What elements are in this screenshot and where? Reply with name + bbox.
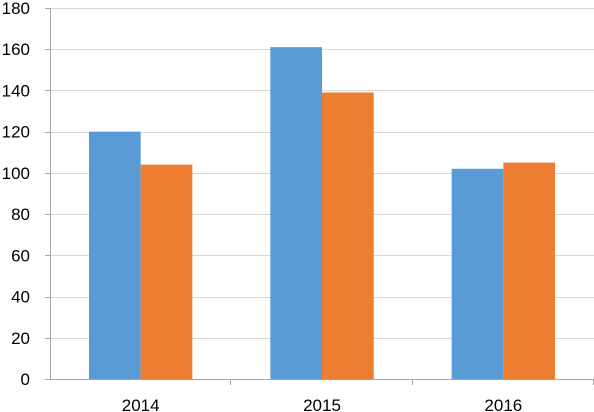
bar-2014-series-2 bbox=[140, 164, 193, 379]
y-tick-labels: 0 20 40 60 80 100 120 140 160 180 bbox=[2, 0, 30, 389]
y-tick-label-180: 180 bbox=[2, 0, 30, 18]
x-tick-label-2016: 2016 bbox=[484, 396, 522, 412]
y-tick-label-20: 20 bbox=[11, 329, 30, 348]
y-tick-label-120: 120 bbox=[2, 123, 30, 142]
y-tick-label-160: 160 bbox=[2, 40, 30, 59]
axes bbox=[45, 8, 594, 385]
bar-2014-series-1 bbox=[88, 131, 141, 379]
bars bbox=[88, 47, 556, 380]
bar-2015-series-2 bbox=[322, 92, 374, 379]
bar-2015-series-1 bbox=[270, 47, 322, 380]
y-tick-label-140: 140 bbox=[2, 81, 30, 100]
y-tick-label-0: 0 bbox=[21, 370, 30, 389]
bar-2016-series-2 bbox=[503, 162, 556, 379]
y-tick-label-80: 80 bbox=[11, 205, 30, 224]
x-tick-labels: 2014 2015 2016 bbox=[122, 396, 522, 412]
x-tick-label-2015: 2015 bbox=[303, 396, 341, 412]
x-tick-label-2014: 2014 bbox=[122, 396, 160, 412]
y-tick-label-40: 40 bbox=[11, 288, 30, 307]
bar-2016-series-1 bbox=[451, 168, 504, 379]
y-tick-label-100: 100 bbox=[2, 164, 30, 183]
y-tick-label-60: 60 bbox=[11, 246, 30, 265]
